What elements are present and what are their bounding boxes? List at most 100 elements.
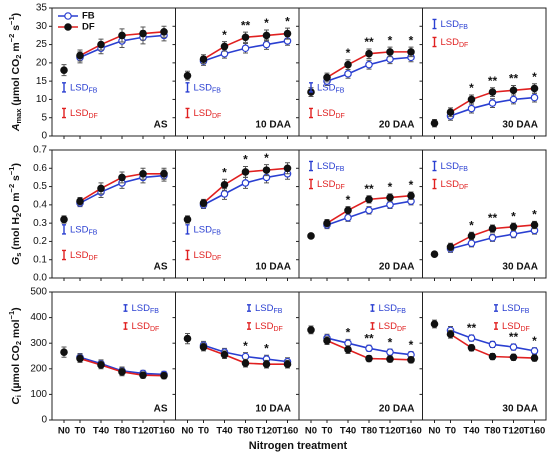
marker: [76, 51, 84, 60]
marker: [407, 356, 415, 364]
marker: [509, 223, 518, 231]
lsd-bar: [432, 160, 437, 172]
y-axis-label-part: 2: [14, 213, 23, 217]
significance-label: *: [264, 151, 269, 165]
lsd-text: LSD: [132, 303, 151, 314]
x-tick-label: T0: [74, 426, 85, 437]
marker: [509, 230, 518, 238]
y-tick-label: 400: [30, 312, 47, 323]
marker: [160, 169, 168, 178]
lsd-subscript: FB: [212, 87, 221, 94]
lsd-bar: [309, 107, 313, 119]
lsd-label: LSDFB: [379, 303, 407, 315]
legend-label: DF: [82, 22, 95, 33]
lsd-subscript: DF: [397, 326, 406, 333]
panel-title: 30 DAA: [502, 120, 538, 131]
y-tick-label: 10: [36, 94, 48, 105]
marker: [60, 348, 68, 356]
lsd-bar: [432, 178, 437, 190]
marker: [386, 355, 394, 363]
lsd-label: LSDFB: [255, 303, 283, 315]
y-tick-label: 0.2: [33, 236, 47, 247]
lsd-text: LSD: [70, 107, 89, 118]
x-tick-label: T40: [216, 426, 232, 437]
significance-label: *: [264, 341, 269, 355]
marker: [160, 371, 168, 380]
lsd-label: LSDDF: [255, 321, 283, 333]
lsd-bar: [247, 322, 251, 330]
lsd-bar: [185, 224, 190, 235]
y-tick-label: 25: [36, 39, 48, 50]
x-tick-label: T80: [361, 426, 377, 437]
lsd-label: LSDFB: [441, 19, 469, 31]
significance-label: *: [243, 153, 248, 167]
lsd-bar: [123, 304, 128, 312]
panel-title: 30 DAA: [502, 404, 538, 415]
lsd-subscript: DF: [459, 184, 468, 191]
marker: [446, 108, 455, 117]
x-tick-label: T160: [400, 426, 422, 437]
lsd-bar: [62, 82, 66, 93]
marker: [488, 99, 497, 107]
significance-label: *: [222, 28, 227, 42]
y-tick-label: 0.5: [33, 181, 47, 192]
y-axis-label-part: ): [10, 13, 22, 17]
x-tick-label: T0: [445, 426, 456, 437]
marker: [446, 243, 455, 251]
lsd-label: LSDDF: [317, 179, 345, 191]
marker: [283, 360, 292, 368]
lsd-text: LSD: [70, 249, 89, 260]
y-tick-label: 500: [30, 287, 47, 298]
panel-frame: [422, 291, 547, 421]
lsd-label: LSDDF: [194, 249, 222, 261]
significance-label: *: [409, 33, 414, 47]
panel-title: 20 DAA: [379, 120, 415, 131]
x-tick-label: T160: [277, 426, 299, 437]
significance-label: *: [243, 339, 248, 353]
lsd-bar: [62, 107, 66, 119]
panel-title: 10 DAA: [255, 262, 291, 273]
y-axis-label-part: 2: [14, 341, 23, 345]
marker: [307, 232, 315, 240]
lsd-label: LSDFB: [194, 224, 222, 236]
marker: [199, 343, 208, 351]
x-tick-label: T0: [321, 426, 332, 437]
lsd-bar: [62, 224, 66, 235]
marker: [241, 44, 250, 53]
y-tick-label: 300: [30, 338, 47, 349]
lsd-subscript: FB: [459, 24, 468, 31]
marker: [467, 95, 476, 104]
x-tick-label: T120: [379, 426, 401, 437]
marker: [467, 232, 476, 240]
y-tick-label: 5: [41, 112, 47, 123]
significance-label: **: [509, 330, 519, 344]
y-tick-label: 20: [36, 57, 48, 68]
lsd-subscript: FB: [212, 229, 221, 236]
significance-label: *: [511, 209, 516, 223]
lsd-text: LSD: [379, 321, 398, 332]
marker: [365, 354, 373, 363]
marker: [241, 179, 250, 187]
marker: [509, 95, 518, 104]
x-tick-label: T0: [198, 426, 209, 437]
marker: [488, 233, 497, 242]
lsd-subscript: DF: [273, 326, 282, 333]
lsd-subscript: FB: [88, 87, 97, 94]
panel-title: AS: [154, 404, 168, 415]
lsd-label: LSDFB: [317, 161, 345, 173]
marker: [199, 199, 208, 207]
y-axis-label-part: i: [14, 395, 23, 397]
lsd-label: LSDDF: [70, 249, 98, 261]
lsd-label: LSDDF: [441, 37, 469, 49]
lsd-subscript: FB: [335, 166, 344, 173]
lsd-text: LSD: [441, 37, 460, 48]
lsd-bar: [62, 249, 66, 261]
marker: [488, 352, 497, 361]
significance-label: *: [409, 178, 414, 192]
marker: [365, 344, 373, 353]
lsd-text: LSD: [194, 224, 213, 235]
significance-label: *: [264, 16, 269, 30]
lsd-subscript: FB: [150, 308, 159, 315]
marker: [60, 66, 68, 74]
marker: [323, 219, 331, 227]
